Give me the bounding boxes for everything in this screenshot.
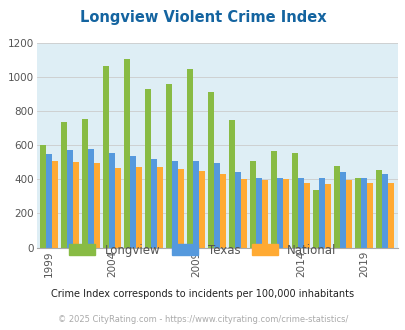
Bar xyxy=(187,69,193,248)
Bar xyxy=(198,171,205,248)
Bar xyxy=(318,178,324,248)
Bar xyxy=(130,156,136,248)
Bar xyxy=(178,169,183,248)
Bar xyxy=(334,166,339,248)
Bar xyxy=(303,183,309,248)
Legend: Longview, Texas, National: Longview, Texas, National xyxy=(64,239,341,261)
Text: Crime Index corresponds to incidents per 100,000 inhabitants: Crime Index corresponds to incidents per… xyxy=(51,289,354,299)
Bar xyxy=(136,167,142,248)
Bar xyxy=(382,174,387,248)
Bar xyxy=(88,148,94,248)
Bar xyxy=(94,163,100,248)
Bar xyxy=(292,153,298,248)
Bar xyxy=(103,66,109,248)
Bar xyxy=(345,180,351,248)
Bar xyxy=(208,92,214,248)
Bar xyxy=(375,170,382,248)
Bar xyxy=(115,168,121,248)
Bar xyxy=(324,183,330,248)
Bar xyxy=(40,145,46,248)
Bar xyxy=(157,167,162,248)
Bar xyxy=(67,150,73,248)
Bar xyxy=(214,163,220,248)
Bar xyxy=(262,180,267,248)
Bar xyxy=(52,160,58,248)
Text: © 2025 CityRating.com - https://www.cityrating.com/crime-statistics/: © 2025 CityRating.com - https://www.city… xyxy=(58,315,347,324)
Bar xyxy=(145,89,151,248)
Bar xyxy=(220,174,226,248)
Bar xyxy=(109,153,115,248)
Text: Longview Violent Crime Index: Longview Violent Crime Index xyxy=(79,10,326,25)
Bar xyxy=(354,178,360,248)
Bar xyxy=(193,160,198,248)
Bar xyxy=(82,119,88,248)
Bar xyxy=(46,154,52,248)
Bar xyxy=(271,151,277,248)
Bar xyxy=(234,172,241,248)
Bar xyxy=(61,122,67,248)
Bar xyxy=(256,178,262,248)
Bar xyxy=(124,59,130,247)
Bar xyxy=(339,173,345,248)
Bar xyxy=(360,178,366,248)
Bar xyxy=(298,179,303,248)
Bar xyxy=(73,162,79,248)
Bar xyxy=(166,84,172,248)
Bar xyxy=(250,161,256,248)
Bar xyxy=(313,190,318,248)
Bar xyxy=(387,183,393,248)
Bar xyxy=(282,179,288,248)
Bar xyxy=(366,183,372,248)
Bar xyxy=(229,120,234,248)
Bar xyxy=(241,179,246,248)
Bar xyxy=(277,178,282,248)
Bar xyxy=(151,159,157,248)
Bar xyxy=(172,160,178,248)
